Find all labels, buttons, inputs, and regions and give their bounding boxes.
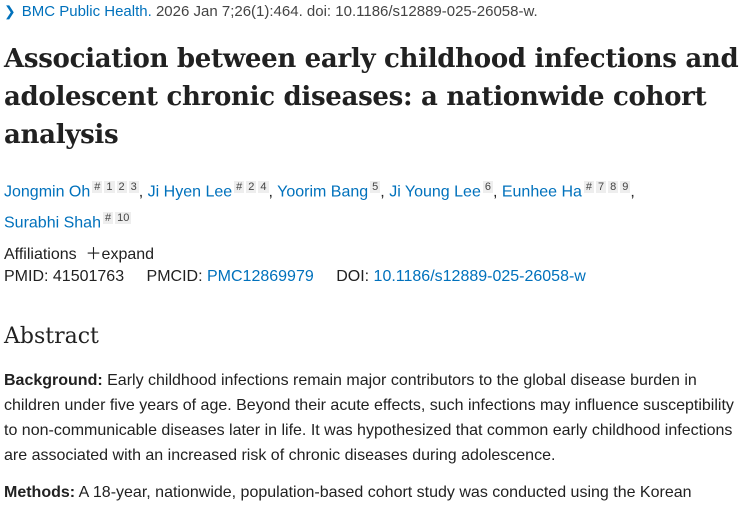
chevron-right-icon[interactable]: ❯ bbox=[4, 3, 16, 19]
affiliation-ref[interactable]: 4 bbox=[258, 181, 269, 193]
background-label: Background: bbox=[4, 372, 103, 389]
author-link[interactable]: Jongmin Oh bbox=[4, 183, 91, 201]
doi-link[interactable]: 10.1186/s12889-025-26058-w bbox=[373, 268, 586, 285]
author-link[interactable]: Ji Hyen Lee bbox=[147, 183, 233, 201]
author-link[interactable]: Yoorim Bang bbox=[277, 183, 369, 201]
author-separator: , bbox=[492, 183, 502, 201]
article-title: Association between early childhood infe… bbox=[4, 44, 739, 150]
author-separator: , bbox=[380, 183, 390, 201]
author-separator: , bbox=[630, 183, 635, 201]
affiliation-ref[interactable]: 6 bbox=[482, 181, 493, 193]
author-link[interactable]: Surabhi Shah bbox=[4, 214, 101, 232]
affiliation-ref[interactable]: 8 bbox=[608, 181, 619, 193]
equal-contribution-mark[interactable]: # bbox=[583, 181, 595, 193]
affiliation-ref[interactable]: 7 bbox=[596, 181, 607, 193]
methods-label: Methods: bbox=[4, 484, 76, 501]
citation: ❯ BMC Public Health. 2026 Jan 7;26(1):464… bbox=[4, 3, 538, 20]
journal-link[interactable]: BMC Public Health. bbox=[21, 3, 152, 20]
equal-contribution-mark[interactable]: # bbox=[234, 181, 245, 193]
pmcid-label: PMCID: bbox=[146, 268, 203, 285]
affiliations-label: Affiliations bbox=[4, 246, 77, 263]
doi-label: DOI: bbox=[336, 268, 370, 285]
affiliation-ref[interactable]: 10 bbox=[115, 212, 132, 225]
affiliation-ref[interactable]: 2 bbox=[246, 181, 257, 193]
abstract-methods: Methods: A 18-year, nationwide, populati… bbox=[4, 480, 739, 505]
plus-icon: ＋ bbox=[85, 246, 102, 263]
author-link[interactable]: Eunhee Ha bbox=[501, 183, 582, 201]
author-separator: , bbox=[268, 183, 278, 201]
pmcid-link[interactable]: PMC12869979 bbox=[207, 268, 314, 285]
author-separator: , bbox=[138, 183, 148, 201]
pmid-value: 41501763 bbox=[52, 268, 125, 285]
author-affiliation-refs: #2 4 bbox=[232, 181, 269, 193]
author-affiliation-refs: 5 bbox=[368, 181, 381, 193]
author-affiliation-refs: #1 2 3 bbox=[90, 181, 139, 193]
affiliation-ref[interactable]: 2 bbox=[116, 181, 127, 193]
expand-label: expand bbox=[101, 246, 155, 263]
background-text: Early childhood infections remain major … bbox=[4, 372, 734, 464]
author-list: Jongmin Oh #1 2 3, Ji Hyen Lee #2 4, Yoorim B… bbox=[4, 174, 744, 237]
article-ids: PMID: 41501763 PMCID: PMC12869979 DOI: 1… bbox=[4, 268, 586, 286]
citation-details: 2026 Jan 7;26(1):464. doi: 10.1186/s1288… bbox=[155, 3, 538, 20]
affiliations: Affiliations ＋expand bbox=[4, 240, 154, 264]
author-link[interactable]: Ji Young Lee bbox=[389, 183, 481, 201]
abstract-body: Background: Early childhood infections r… bbox=[4, 368, 739, 517]
methods-text: A 18-year, nationwide, population-based … bbox=[78, 484, 692, 501]
author-affiliation-refs: 6 bbox=[481, 181, 493, 193]
expand-affiliations-button[interactable]: ＋expand bbox=[86, 246, 155, 263]
affiliation-ref[interactable]: 9 bbox=[620, 181, 631, 193]
author-affiliation-refs: #10 bbox=[101, 212, 132, 225]
abstract-background: Background: Early childhood infections r… bbox=[4, 368, 739, 468]
equal-contribution-mark[interactable]: # bbox=[92, 181, 103, 193]
equal-contribution-mark[interactable]: # bbox=[102, 212, 114, 225]
affiliation-ref[interactable]: 3 bbox=[128, 181, 139, 193]
abstract-heading: Abstract bbox=[4, 324, 99, 349]
pmid-label: PMID: bbox=[4, 268, 49, 285]
affiliation-ref[interactable]: 5 bbox=[370, 181, 381, 193]
author-affiliation-refs: #7 8 9 bbox=[582, 181, 631, 193]
affiliation-ref[interactable]: 1 bbox=[104, 181, 115, 193]
